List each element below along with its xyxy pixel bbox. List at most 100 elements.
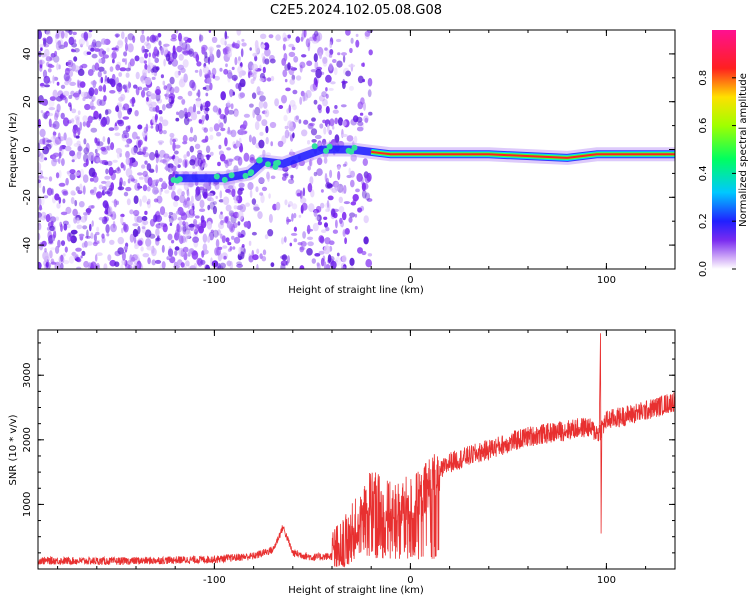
spectrogram-cell bbox=[153, 46, 158, 55]
snr-frame bbox=[37, 329, 676, 570]
spectrogram-cell bbox=[170, 213, 178, 221]
spectrogram-cell bbox=[226, 260, 232, 267]
spectrogram-cell bbox=[125, 186, 132, 192]
spectrogram-cell bbox=[241, 42, 247, 47]
spectrogram-cell bbox=[293, 238, 298, 243]
spectrogram-cell bbox=[49, 225, 55, 232]
snr-x-tick-label: 0 bbox=[407, 575, 413, 586]
spectrogram-cell bbox=[220, 37, 227, 45]
spectrogram-cell bbox=[158, 40, 162, 46]
spectrogram-cell bbox=[88, 30, 93, 33]
spectrogram-cell bbox=[355, 39, 360, 48]
spectrogram-cell bbox=[206, 77, 212, 84]
spectrogram-cell bbox=[263, 42, 270, 51]
spectrogram-cell bbox=[98, 85, 103, 92]
spectrogram-cell bbox=[183, 252, 188, 261]
spectrogram-cell bbox=[236, 261, 243, 266]
spectrogram-cell bbox=[114, 261, 120, 268]
spectrogram-cell bbox=[303, 30, 307, 38]
spectrogram-cell bbox=[38, 241, 44, 251]
spectrogram-cell bbox=[75, 116, 80, 126]
spectrogram-cell bbox=[193, 103, 196, 114]
spectrogram-cell bbox=[308, 159, 313, 167]
spectrogram-cell bbox=[82, 121, 87, 127]
spectrogram-cell bbox=[361, 250, 367, 256]
spectrogram-cell bbox=[76, 150, 82, 160]
spectrogram-cell bbox=[174, 70, 180, 79]
spectrogram-cell bbox=[132, 35, 136, 43]
spectrogram-cell bbox=[96, 158, 102, 163]
spectrogram-cell bbox=[238, 246, 242, 255]
spectrogram-cell bbox=[218, 108, 222, 115]
spectrogram-cell bbox=[91, 220, 94, 227]
spectrogram-cell bbox=[117, 110, 123, 119]
spectrogram-cell bbox=[337, 165, 341, 170]
spectrogram-cell bbox=[58, 151, 62, 159]
spectrogram-cell bbox=[309, 159, 312, 167]
spectrogram-cell bbox=[59, 95, 67, 101]
spectrogram-cell bbox=[85, 142, 90, 152]
spectrogram-cell bbox=[325, 182, 332, 189]
spectrogram-cell bbox=[227, 53, 231, 58]
spectrogram-cell bbox=[157, 33, 162, 38]
spectrogram-cell bbox=[166, 87, 170, 97]
spectrogram-cell bbox=[230, 103, 234, 110]
spectrogram-cell bbox=[118, 72, 123, 77]
spectrogram-cell bbox=[287, 204, 291, 208]
spectrogram-cell bbox=[176, 111, 179, 116]
spectrogram-cell bbox=[237, 210, 244, 221]
spectrogram-cell bbox=[238, 182, 245, 188]
spectrogram-cell bbox=[327, 123, 330, 133]
spectrogram-cell bbox=[364, 192, 371, 201]
spectrogram-cell bbox=[317, 221, 322, 226]
spectrogram-cell bbox=[269, 121, 277, 129]
spectrogram-cell bbox=[299, 61, 306, 69]
ridge-blob bbox=[221, 176, 228, 183]
spectrogram-cell bbox=[169, 132, 175, 138]
spectrogram-cell bbox=[147, 64, 151, 74]
spectrogram-cell bbox=[55, 245, 60, 254]
snr-series-line bbox=[38, 333, 675, 568]
spectrogram-cell bbox=[93, 155, 101, 164]
spectrogram-cell bbox=[129, 98, 136, 105]
spectrogram-cell bbox=[239, 127, 245, 136]
spectrogram-cell bbox=[107, 206, 113, 216]
spectrogram-cell bbox=[153, 189, 159, 194]
spectrogram-cell bbox=[268, 34, 274, 39]
spectrogram-cell bbox=[96, 226, 100, 232]
spectrogram-cell bbox=[265, 136, 269, 145]
spectrogram-cell bbox=[56, 202, 61, 209]
spectrogram-cell bbox=[284, 129, 290, 139]
spectrogram-cell bbox=[105, 224, 110, 234]
spectrogram-cell bbox=[68, 70, 74, 77]
spectrogram-cell bbox=[183, 107, 188, 115]
spectrogram-cell bbox=[110, 211, 117, 221]
spectrogram-cell bbox=[291, 203, 298, 210]
spectrogram-cell bbox=[355, 188, 360, 193]
spectrogram-cell bbox=[256, 263, 259, 269]
spectrogram-cell bbox=[325, 208, 330, 212]
spectrogram-cell bbox=[168, 214, 172, 219]
spectrogram-cell bbox=[52, 152, 60, 157]
spectrogram-cell bbox=[68, 36, 75, 46]
spectrogram-cell bbox=[222, 245, 228, 249]
spectrogram-cell bbox=[92, 39, 97, 48]
spectrogram-cell bbox=[60, 112, 65, 120]
spectrogram-cell bbox=[227, 109, 235, 115]
spectrogram-cell bbox=[77, 68, 85, 76]
spectrogram-cell bbox=[367, 253, 373, 257]
spectrogram-cell bbox=[180, 262, 185, 268]
spectrogram-cell bbox=[181, 98, 186, 106]
spectrogram-cell bbox=[82, 225, 88, 230]
spectrogram-cell bbox=[234, 110, 239, 118]
spectrogram-cell bbox=[214, 75, 221, 81]
spectrogram-cell bbox=[289, 99, 296, 108]
spectrogram-cell bbox=[266, 77, 272, 82]
spectrogram-cell bbox=[320, 189, 324, 193]
spectrogram-cell bbox=[163, 43, 170, 47]
spectrogram-cell bbox=[212, 105, 219, 113]
spectrogram-cell bbox=[131, 131, 138, 140]
spectrogram-cell bbox=[305, 38, 311, 48]
spectrogram-cell bbox=[210, 198, 214, 202]
spectrogram-cell bbox=[359, 112, 364, 116]
